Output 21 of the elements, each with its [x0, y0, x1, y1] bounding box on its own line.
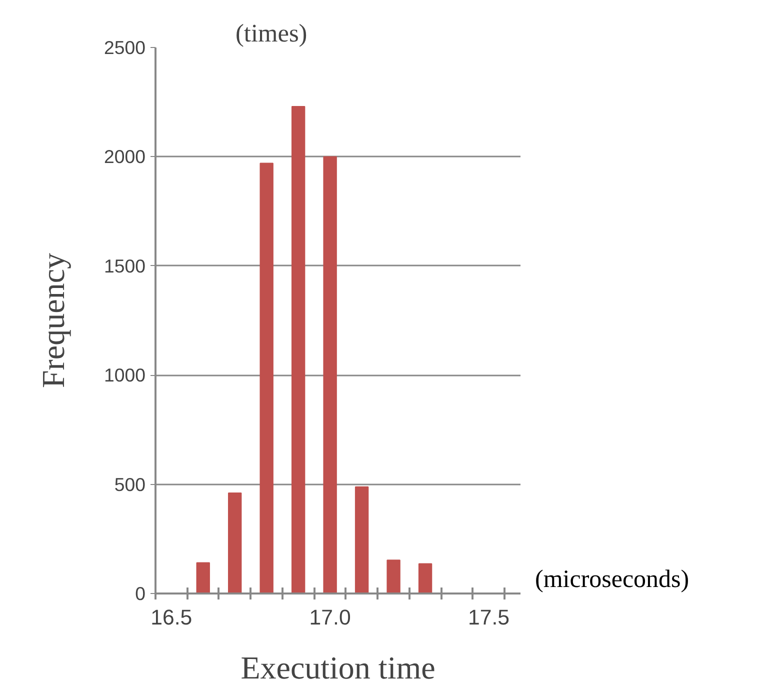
bar	[323, 156, 337, 594]
y-tick-label: 2000	[104, 146, 146, 168]
bar	[386, 560, 400, 594]
bar	[260, 162, 274, 594]
x-tick-label: 16.5	[150, 606, 192, 630]
y-tick-label: 2500	[104, 37, 146, 58]
y-axis-title: Frequency	[34, 252, 71, 388]
x-axis-title: Execution time	[240, 650, 436, 686]
y-tick-label: 1500	[104, 255, 146, 276]
bar	[354, 486, 369, 594]
bar	[291, 106, 306, 594]
y-tick-label: 0	[135, 583, 146, 604]
text: (microseconds)	[535, 565, 690, 595]
x-tick-label: 17.5	[468, 606, 510, 630]
x-tick-label: 17.0	[309, 606, 351, 630]
y-tick-label: 500	[114, 474, 146, 495]
bar	[228, 492, 242, 594]
annotation: (times)	[236, 20, 308, 48]
bar	[196, 562, 210, 594]
bar	[418, 563, 432, 594]
y-tick-label: 1000	[104, 364, 146, 386]
